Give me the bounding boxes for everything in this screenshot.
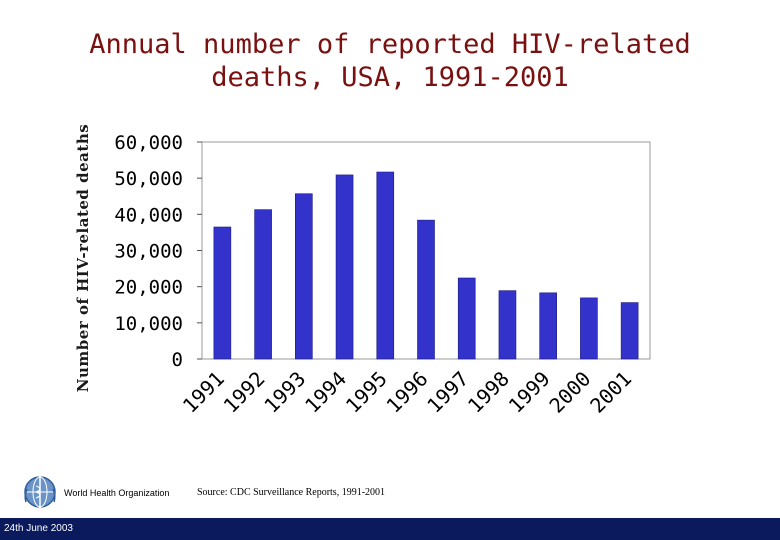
footer-bar — [0, 518, 780, 540]
y-tick-label: 0 — [172, 349, 183, 371]
chart-title-line1: Annual number of reported HIV-related — [89, 29, 691, 60]
footer-date: 24th June 2003 — [4, 523, 73, 534]
x-tick-label: 1991 — [178, 367, 229, 418]
source-note: Source: CDC Surveillance Reports, 1991-2… — [197, 487, 386, 498]
x-tick-label: 1998 — [463, 367, 514, 418]
x-tick-label: 2001 — [585, 367, 636, 418]
x-tick-label: 1992 — [219, 367, 270, 418]
bar — [213, 226, 232, 360]
y-tick-label: 10,000 — [114, 313, 183, 335]
x-tick-label: 1995 — [341, 367, 392, 418]
x-tick-label: 1996 — [382, 367, 433, 418]
y-tick-label: 20,000 — [114, 277, 183, 299]
chart-title: Annual number of reported HIV-related de… — [60, 28, 720, 94]
x-tick-label: 1994 — [300, 367, 351, 418]
bar — [620, 302, 639, 360]
bar — [417, 219, 435, 360]
who-emblem-icon — [24, 475, 56, 509]
bar — [295, 193, 313, 360]
x-tick-label: 1993 — [259, 367, 310, 418]
x-tick-label: 1999 — [504, 367, 555, 418]
y-tick-label: 50,000 — [114, 168, 183, 190]
x-tick-label: 1997 — [422, 367, 473, 418]
y-tick-label: 40,000 — [114, 204, 183, 226]
bar — [335, 174, 354, 360]
bar — [254, 209, 272, 360]
bar — [580, 297, 598, 360]
y-tick-label: 60,000 — [114, 132, 183, 154]
chart-title-line2: deaths, USA, 1991-2001 — [211, 62, 569, 93]
x-tick-label: 2000 — [544, 367, 595, 418]
organization-name: World Health Organization — [64, 488, 170, 498]
bar — [376, 171, 395, 360]
y-tick-label: 30,000 — [114, 241, 183, 263]
bar — [457, 277, 476, 360]
bar — [539, 292, 557, 360]
bar — [498, 290, 517, 360]
